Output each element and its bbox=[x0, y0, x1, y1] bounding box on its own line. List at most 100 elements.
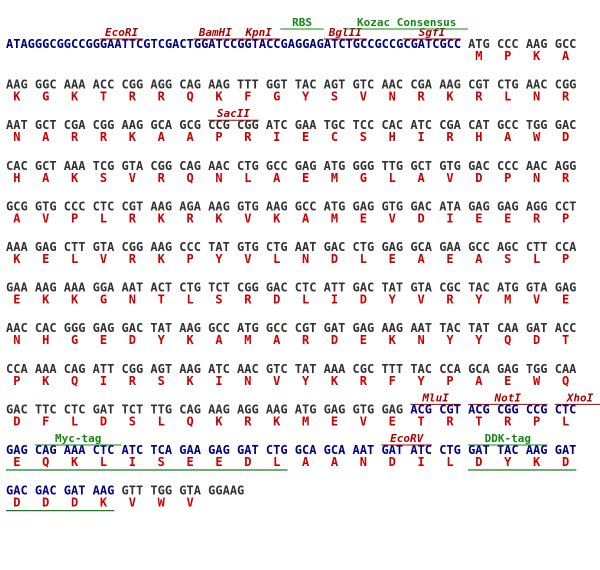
amino-acid: W bbox=[533, 374, 541, 388]
amino-acid: Y bbox=[418, 374, 426, 388]
codon: AAG bbox=[381, 321, 403, 335]
codon: ATG bbox=[497, 281, 519, 295]
amino-acid: E bbox=[389, 414, 396, 428]
codon: TCC bbox=[353, 118, 375, 132]
codon: GAG bbox=[208, 443, 230, 457]
amino-acid: S bbox=[331, 90, 338, 104]
amino-acid: L bbox=[504, 90, 511, 104]
amino-acid: E bbox=[562, 293, 569, 307]
annotation: DDK-tag bbox=[485, 432, 531, 445]
codon: CTT bbox=[64, 240, 86, 254]
amino-acid: L bbox=[158, 414, 165, 428]
amino-acid: D bbox=[13, 496, 20, 510]
amino-acid: F bbox=[42, 414, 49, 428]
amino-acid: K bbox=[71, 455, 79, 469]
amino-acid: R bbox=[562, 171, 570, 185]
codon: AAC bbox=[208, 159, 230, 173]
codon: AAT bbox=[410, 321, 432, 335]
amino-acid: E bbox=[360, 333, 367, 347]
codon: ATG bbox=[237, 321, 259, 335]
amino-acid: L bbox=[446, 455, 453, 469]
codon: CGG bbox=[237, 281, 259, 295]
codon: AAG bbox=[122, 118, 144, 132]
codon: GAT bbox=[526, 321, 548, 335]
amino-acid: N bbox=[418, 333, 425, 347]
amino-acid: H bbox=[42, 333, 49, 347]
amino-acid: L bbox=[302, 293, 309, 307]
codon: AGC bbox=[497, 240, 519, 254]
codon: ATG bbox=[468, 37, 490, 51]
codon: GAG bbox=[381, 402, 403, 416]
amino-acid: L bbox=[100, 211, 107, 225]
codon: GAC bbox=[6, 402, 28, 416]
codon: GAT bbox=[93, 402, 115, 416]
amino-acid: I bbox=[418, 130, 425, 144]
codon: AAG bbox=[266, 199, 288, 213]
amino-acid: R bbox=[244, 414, 252, 428]
annotation: EcoRI bbox=[105, 26, 138, 39]
amino-acid: A bbox=[42, 171, 50, 185]
codon: GCC bbox=[295, 199, 317, 213]
annotation: EcoRV bbox=[390, 432, 424, 445]
amino-acid: I bbox=[100, 374, 107, 388]
codon: AAT bbox=[295, 240, 317, 254]
amino-acid: Y bbox=[504, 455, 512, 469]
amino-acid: D bbox=[331, 252, 338, 266]
codon: GGA bbox=[93, 281, 115, 295]
codon: AGT bbox=[150, 362, 172, 376]
amino-acid: A bbox=[562, 49, 570, 63]
amino-acid: E bbox=[13, 293, 20, 307]
amino-acid: R bbox=[504, 414, 512, 428]
amino-acid: V bbox=[273, 374, 280, 388]
amino-acid: N bbox=[13, 130, 20, 144]
codon: AAA bbox=[6, 240, 28, 254]
amino-acid: E bbox=[389, 252, 396, 266]
amino-acid: E bbox=[446, 252, 453, 266]
codon: CTG bbox=[237, 159, 259, 173]
amino-acid: F bbox=[389, 374, 396, 388]
amino-acid: R bbox=[71, 130, 79, 144]
annotation: Kozac Consensus bbox=[357, 16, 456, 29]
codon: TTG bbox=[381, 159, 403, 173]
codon: CTG bbox=[497, 78, 519, 92]
codon: GCA bbox=[410, 240, 432, 254]
amino-acid: A bbox=[302, 211, 310, 225]
codon: AAG bbox=[208, 78, 230, 92]
amino-acid: D bbox=[331, 333, 338, 347]
codon: AAC bbox=[6, 321, 28, 335]
amino-acid: P bbox=[13, 374, 20, 388]
codon: CGT bbox=[468, 78, 490, 92]
amino-acid: Y bbox=[302, 90, 310, 104]
annotation: XhoI bbox=[566, 391, 594, 404]
codon: GTA bbox=[122, 159, 144, 173]
annotation: BamHI bbox=[198, 26, 232, 39]
codon: CAG bbox=[64, 362, 86, 376]
codon: ATT bbox=[93, 362, 115, 376]
codon: GCA bbox=[295, 443, 317, 457]
codon: GAG bbox=[353, 199, 375, 213]
amino-acid: D bbox=[418, 211, 425, 225]
codon: AAC bbox=[237, 362, 259, 376]
amino-acid: E bbox=[360, 211, 367, 225]
codon: AAG bbox=[6, 78, 28, 92]
amino-acid: V bbox=[42, 211, 49, 225]
amino-acid: R bbox=[446, 130, 454, 144]
amino-acid: R bbox=[129, 252, 137, 266]
codon: CGA bbox=[64, 118, 86, 132]
amino-acid: A bbox=[331, 455, 339, 469]
codon: GTA bbox=[179, 484, 201, 498]
amino-acid: P bbox=[504, 171, 511, 185]
codon: CCC bbox=[64, 199, 86, 213]
codon: CCC bbox=[179, 240, 201, 254]
codon: CCA bbox=[6, 362, 28, 376]
annotation: MluI bbox=[421, 391, 449, 404]
amino-acid: M bbox=[504, 293, 511, 307]
amino-acid: P bbox=[562, 252, 569, 266]
codon: TGC bbox=[324, 118, 346, 132]
amino-acid: V bbox=[244, 252, 251, 266]
amino-acid: S bbox=[215, 293, 222, 307]
codon: GGG bbox=[353, 159, 375, 173]
amino-acid: K bbox=[158, 252, 166, 266]
amino-acid: Q bbox=[187, 90, 194, 104]
codon: GCA bbox=[468, 362, 490, 376]
